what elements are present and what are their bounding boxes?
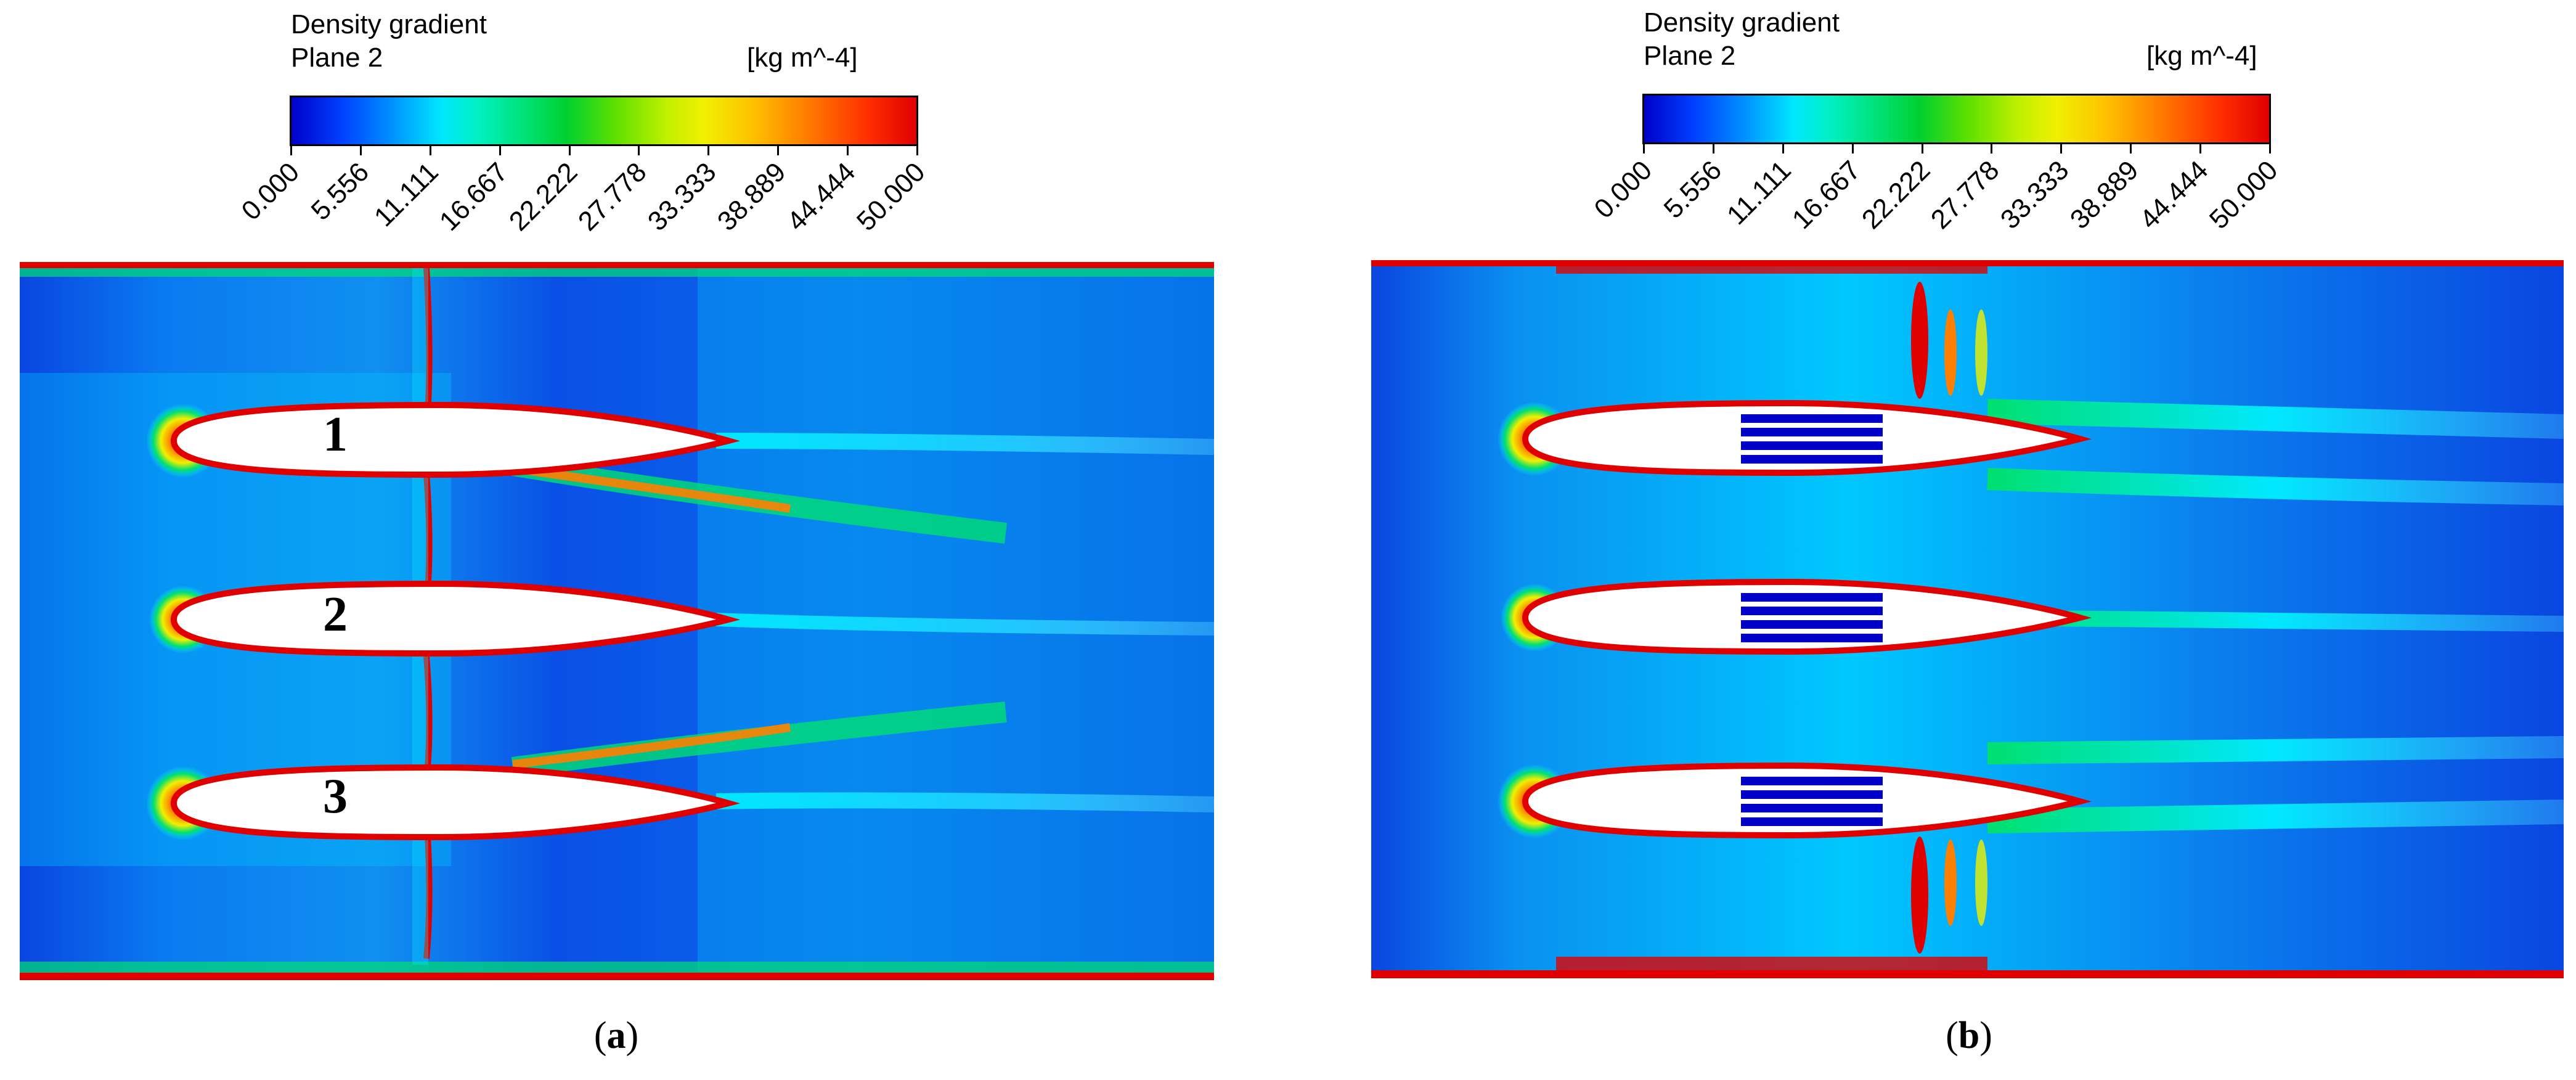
colorbar-tick-label: 27.778: [573, 157, 653, 237]
colorbar-tick: [1851, 144, 1854, 153]
density-field-a: 1 2 3: [20, 262, 1214, 980]
colorbar-tick: [1921, 144, 1923, 153]
colorbar-tick-label: 16.667: [433, 157, 514, 237]
colorbar-tick-label: 11.111: [1721, 155, 1797, 231]
colorbar-tick: [2199, 144, 2202, 153]
airfoils-b: [1522, 399, 2092, 839]
colorbar-tick-label: 11.111: [368, 157, 444, 233]
colorbar-tick: [777, 145, 780, 155]
colorbar-title: Density gradient: [1644, 7, 1840, 38]
colorbar-tick-label: 5.556: [1658, 155, 1727, 224]
colorbar-tick: [1782, 144, 1784, 153]
panel-b: Density gradient Plane 2 [kg m^-4]: [1288, 0, 2576, 1080]
colorbar-tick: [290, 145, 292, 155]
colorbar-tick-label: 33.333: [642, 157, 722, 237]
colorbar-tick-label: 16.667: [1786, 155, 1867, 235]
colorbar-tick-label: 22.222: [1856, 155, 1936, 235]
colorbar-tick-label: 50.000: [2203, 155, 2284, 235]
density-contour-b: [1371, 260, 2564, 978]
caption-a: (a): [593, 1015, 639, 1057]
airfoils-a: [170, 401, 741, 841]
colorbar-tick-label: 38.889: [2064, 155, 2145, 235]
airfoil-label-3: 3: [323, 769, 348, 824]
colorbar: [1642, 94, 2271, 144]
density-contour-a: [20, 262, 1214, 980]
colorbar-tick: [1643, 144, 1645, 153]
density-field-b: [1371, 260, 2564, 978]
colorbar-tick: [2269, 144, 2271, 153]
colorbar-tick: [707, 145, 710, 155]
colorbar-tick-label: 44.444: [781, 157, 862, 237]
colorbar-tick: [2130, 144, 2132, 153]
airfoil-label-1: 1: [323, 407, 348, 462]
colorbar-subtitle: Plane 2: [1644, 41, 1736, 71]
colorbar-tick-label: 22.222: [503, 157, 584, 237]
colorbar-tick-label: 5.556: [305, 157, 375, 226]
colorbar-tick: [1991, 144, 1993, 153]
colorbar-tick: [359, 145, 362, 155]
porous-slots-b: [1741, 414, 1883, 826]
colorbar-tick: [429, 145, 431, 155]
colorbar-tick-label: 50.000: [850, 157, 931, 237]
panel-a: Density gradient Plane 2 [kg m^-4]: [20, 9, 1214, 1057]
colorbar: [290, 96, 918, 146]
colorbar-title: Density gradient: [291, 9, 487, 39]
colorbar-tick-label: 33.333: [1995, 155, 2075, 235]
colorbar-tick: [568, 145, 571, 155]
colorbar-tick: [638, 145, 640, 155]
colorbar-tick: [1712, 144, 1714, 153]
colorbar-unit: [kg m^-4]: [2146, 41, 2257, 71]
colorbar-tick-label: 27.778: [1925, 155, 2005, 235]
colorbar-tick-label: 0.000: [1588, 155, 1658, 224]
colorbar-tick-label: 0.000: [235, 157, 306, 226]
colorbar-tick-label: 38.889: [711, 157, 792, 237]
colorbar-tick-label: 44.444: [2134, 155, 2214, 235]
colorbar-unit: [kg m^-4]: [747, 43, 858, 73]
airfoil-label-2: 2: [323, 587, 348, 642]
caption-b: (b): [1946, 1015, 1992, 1057]
colorbar-tick: [916, 145, 918, 155]
colorbar-tick: [847, 145, 849, 155]
colorbar-tick: [499, 145, 501, 155]
colorbar-tick: [2060, 144, 2063, 153]
colorbar-subtitle: Plane 2: [291, 43, 383, 73]
